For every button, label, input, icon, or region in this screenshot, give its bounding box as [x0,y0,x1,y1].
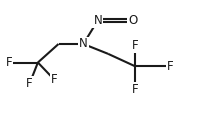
Text: F: F [6,56,12,69]
Text: O: O [128,14,137,27]
Text: F: F [167,60,173,73]
Text: F: F [132,83,138,96]
Text: F: F [26,77,33,90]
Text: N: N [93,14,102,27]
Text: F: F [51,73,58,86]
Text: N: N [79,38,88,51]
Text: F: F [132,39,138,52]
